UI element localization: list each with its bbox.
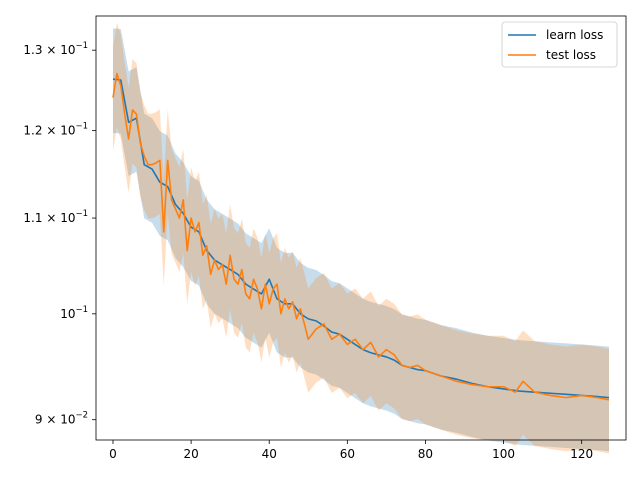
y-tick-label: 9 × 10−2 [35,411,88,427]
y-tick-label: 1.3 × 10−1 [23,41,88,57]
x-tick-label: 80 [418,447,433,461]
confidence-bands [112,22,610,454]
legend-label: learn loss [546,28,603,42]
band-learn [112,28,610,452]
series-line-test [112,72,610,401]
legend-label: test loss [546,48,596,62]
band-test [112,22,610,454]
x-tick-label: 40 [262,447,277,461]
legend: learn loss test loss [501,21,618,68]
series-lines [112,72,610,401]
x-tick-label: 60 [340,447,355,461]
x-tick-label: 20 [183,447,198,461]
x-tick-label: 120 [570,447,593,461]
plot-frame [95,15,627,441]
y-tick-label: 1.2 × 10−1 [23,122,88,138]
y-axis: 9 × 10−2 10−1 1.1 × 10−1 1.2 × 10−1 1.3 × 10… [23,41,96,427]
x-tick-label: 0 [109,447,117,461]
y-tick-label: 10−1 [60,305,88,321]
x-axis: 0 20 40 60 80 100 120 [109,440,593,461]
y-tick-label: 1.1 × 10−1 [23,209,88,225]
x-tick-label: 100 [492,447,515,461]
